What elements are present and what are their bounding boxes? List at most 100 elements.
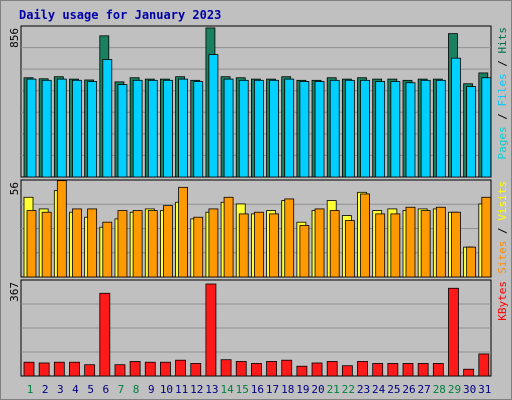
x-tick-label-3: 3 — [57, 383, 64, 396]
bar-files-day-5 — [87, 81, 98, 178]
bar-kbytes-day-13 — [205, 283, 217, 377]
x-tick-label-23: 23 — [357, 383, 370, 396]
panel-visits-sites: 56 Sites / Visits — [8, 179, 509, 278]
bar-kbytes-day-19 — [296, 365, 308, 377]
bar-kbytes-day-7 — [114, 364, 126, 377]
x-tick-label-6: 6 — [102, 383, 109, 396]
bar-kbytes-day-17 — [266, 361, 277, 377]
x-tick-label-4: 4 — [72, 383, 79, 396]
bar-sites-day-4 — [72, 208, 82, 278]
x-tick-label-14: 14 — [220, 383, 234, 396]
x-tick-label-1: 1 — [27, 383, 34, 396]
bar-sites-day-22 — [344, 220, 355, 278]
bar-sites-day-6 — [102, 221, 113, 278]
bar-files-day-14 — [223, 78, 234, 178]
bar-files-day-9 — [147, 79, 158, 178]
x-tick-label-26: 26 — [402, 383, 415, 396]
bar-files-day-15 — [238, 79, 249, 178]
legend-entry: Files — [496, 73, 509, 113]
x-tick-label-15: 15 — [236, 383, 249, 396]
bar-sites-day-11 — [178, 186, 189, 278]
bar-files-day-28 — [435, 79, 446, 178]
series-sites — [26, 180, 492, 278]
bar-kbytes-day-16 — [250, 363, 262, 377]
bar-sites-day-1 — [26, 210, 37, 278]
bar-files-day-4 — [72, 79, 82, 178]
chart-title: Daily usage for January 2023 — [19, 8, 221, 22]
bar-kbytes-day-26 — [402, 363, 414, 377]
bar-files-day-8 — [132, 79, 143, 178]
bar-files-day-18 — [284, 78, 295, 178]
bar-sites-day-19 — [299, 225, 310, 278]
legend-entry: Hits — [496, 27, 509, 60]
x-tick-label-27: 27 — [418, 383, 431, 396]
legend-entry: Pages — [496, 126, 509, 159]
x-axis-labels: 1 2 3 4 5 6 7 8 9 10 11 12 13 14 15 16 17 18 19 20 21 22 23 24 2… — [27, 383, 492, 396]
x-tick-label-30: 30 — [463, 383, 476, 396]
x-tick-label-18: 18 — [281, 383, 294, 396]
bar-kbytes-day-6 — [99, 292, 111, 377]
y-max-label: 56 — [8, 182, 21, 195]
x-tick-label-29: 29 — [448, 383, 461, 396]
legend-entry: KBytes — [496, 281, 509, 321]
bar-files-day-7 — [117, 84, 128, 178]
y-max-label: 367 — [8, 282, 21, 302]
bar-files-day-27 — [420, 79, 431, 178]
bar-sites-day-15 — [238, 213, 249, 278]
bar-sites-day-13 — [208, 208, 219, 278]
legend-entry: / — [496, 60, 509, 73]
x-tick-label-12: 12 — [190, 383, 203, 396]
bar-files-day-2 — [41, 79, 52, 178]
bar-sites-day-5 — [87, 208, 98, 278]
x-tick-label-28: 28 — [433, 383, 446, 396]
bar-sites-day-8 — [132, 210, 143, 278]
bar-sites-day-24 — [375, 213, 386, 278]
x-tick-label-19: 19 — [296, 383, 309, 396]
bar-files-day-30 — [466, 86, 477, 178]
bar-kbytes-day-24 — [372, 363, 384, 377]
bar-kbytes-day-23 — [357, 361, 368, 377]
legend-hits-files-pages: Pages / Files / Hits — [496, 27, 509, 160]
bar-sites-day-28 — [435, 206, 446, 278]
x-tick-label-2: 2 — [42, 383, 49, 396]
x-tick-label-24: 24 — [372, 383, 386, 396]
x-tick-label-13: 13 — [205, 383, 218, 396]
bar-kbytes-day-15 — [235, 361, 247, 377]
bar-kbytes-day-12 — [190, 363, 202, 377]
series-kbytes — [23, 283, 490, 377]
x-tick-label-21: 21 — [327, 383, 340, 396]
bar-files-day-19 — [299, 81, 310, 178]
panels: 856 Pages / Files / Hits 56 Sites / Visits 3… — [8, 25, 509, 377]
bar-sites-day-26 — [405, 206, 416, 278]
legend-visits-sites: Sites / Visits — [496, 181, 509, 274]
bar-kbytes-day-30 — [463, 368, 475, 377]
bar-files-day-29 — [451, 57, 461, 178]
legend-entry: Visits — [496, 181, 509, 227]
panel-kbytes: 367 KBytes — [8, 279, 509, 377]
bar-kbytes-day-9 — [144, 361, 156, 377]
bar-sites-day-12 — [193, 216, 204, 278]
bar-kbytes-day-29 — [448, 287, 459, 377]
x-tick-label-8: 8 — [133, 383, 140, 396]
bar-kbytes-day-10 — [160, 361, 171, 377]
x-tick-label-17: 17 — [266, 383, 279, 396]
bar-sites-day-3 — [56, 180, 67, 278]
bar-sites-day-14 — [223, 196, 234, 278]
bar-sites-day-20 — [314, 208, 325, 278]
bar-files-day-24 — [375, 81, 386, 178]
legend-kbytes: KBytes — [496, 281, 509, 321]
bar-files-day-11 — [178, 78, 189, 178]
bar-kbytes-day-20 — [311, 362, 323, 377]
bar-sites-day-29 — [451, 211, 461, 278]
bar-kbytes-day-21 — [326, 361, 338, 377]
legend-entry: Sites — [496, 241, 509, 274]
bar-sites-day-16 — [253, 211, 264, 278]
bar-files-day-20 — [314, 81, 325, 178]
bar-sites-day-10 — [163, 205, 173, 278]
bar-kbytes-day-4 — [69, 361, 80, 377]
bar-sites-day-9 — [147, 210, 158, 278]
panel-hits-files-pages: 856 Pages / Files / Hits — [8, 25, 509, 178]
bar-kbytes-day-27 — [417, 363, 429, 377]
bar-files-day-17 — [269, 79, 279, 178]
